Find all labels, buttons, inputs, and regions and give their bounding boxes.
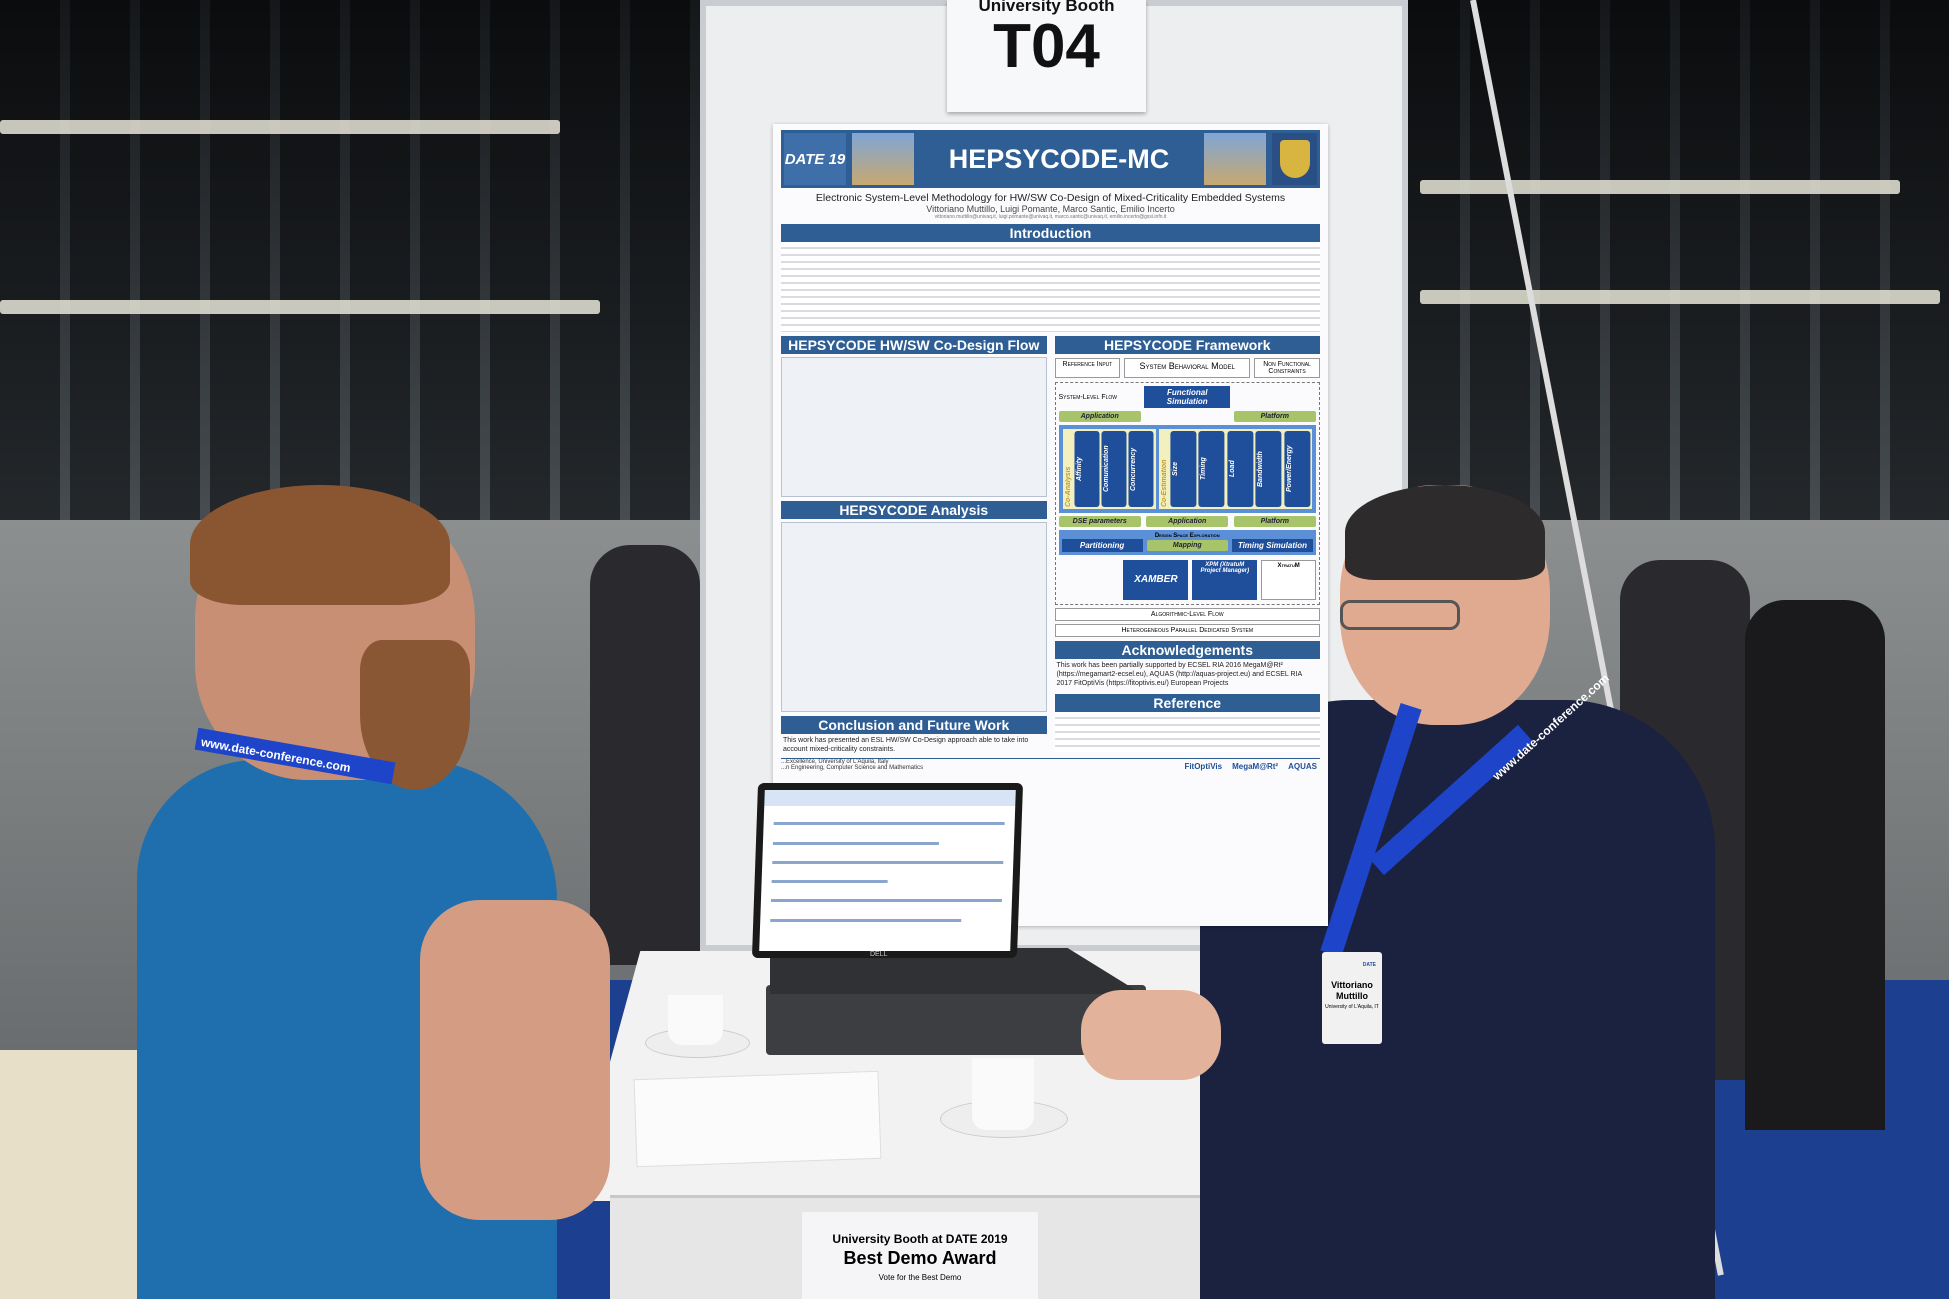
university-crest-icon xyxy=(1272,133,1317,185)
ceiling-light xyxy=(0,120,560,134)
co-analysis-item: Affinity xyxy=(1073,431,1099,507)
booth-sign-label: University Booth xyxy=(978,0,1115,15)
co-estimation-item: Bandwidth xyxy=(1255,431,1282,507)
co-analysis: Co-Analysis Affinity Comunication Concurren… xyxy=(1062,429,1156,509)
co-estimation-label: Co-Estimation xyxy=(1160,459,1168,507)
analysis-figures xyxy=(781,522,1047,712)
award-vote: Vote for the Best Demo xyxy=(878,1273,962,1282)
section-header: HEPSYCODE Framework xyxy=(1054,336,1320,354)
person-left-arm xyxy=(420,900,610,1220)
coffee-cup xyxy=(972,1058,1034,1130)
section-header: HEPSYCODE HW/SW Co-Design Flow xyxy=(781,336,1047,354)
fw-dse: Design Space Exploration xyxy=(1154,533,1220,539)
glasses-icon xyxy=(1340,600,1460,630)
poster-emails: vittoriano.muttillo@univaq.it, luigi.pom… xyxy=(934,214,1167,220)
fw-reference-input: Reference Input xyxy=(1054,358,1121,378)
poster-banner: DATE 19 HEPSYCODE-MC xyxy=(781,130,1320,188)
ceiling-light xyxy=(1420,180,1900,194)
award-event: University Booth at DATE 2019 xyxy=(832,1232,1008,1246)
poster: DATE 19 HEPSYCODE-MC Electronic System-L… xyxy=(773,124,1328,926)
section-header: Conclusion and Future Work xyxy=(781,716,1047,734)
fw-xamber: XAMBER xyxy=(1123,560,1189,600)
ceiling-light xyxy=(1420,290,1940,304)
flyer xyxy=(633,1070,882,1168)
background-person xyxy=(1745,600,1885,1130)
fw-functional-simulation: Functional Simulation xyxy=(1144,386,1231,408)
fw-analysis-block: Co-Analysis Affinity Comunication Concurren… xyxy=(1058,425,1316,513)
badge-affiliation: University of L'Aquila, IT xyxy=(1325,1004,1379,1010)
date-logo: DATE 19 xyxy=(784,133,846,185)
fw-application: Application xyxy=(1058,411,1141,422)
megamart-logo: MegaM@Rt² xyxy=(1232,762,1279,771)
fw-platform: Platform xyxy=(1233,516,1316,527)
section-header: Introduction xyxy=(781,224,1320,242)
section-header: HEPSYCODE Analysis xyxy=(781,501,1047,519)
introduction-text xyxy=(781,242,1320,332)
badge-logo: DATE xyxy=(1362,962,1376,968)
booth-sign: University Booth T04 xyxy=(947,0,1146,112)
person-right-hair xyxy=(1345,485,1545,580)
section-header: Reference xyxy=(1054,694,1320,712)
co-analysis-item: Concurrency xyxy=(1128,431,1154,507)
fw-hpds: Heterogeneous Parallel Dedicated System xyxy=(1054,624,1320,637)
fw-application: Application xyxy=(1146,516,1229,527)
aquas-logo: AQUAS xyxy=(1288,762,1317,771)
fw-algorithmic-flow: Algorithmic-Level Flow xyxy=(1054,608,1320,621)
flow-diagram xyxy=(781,357,1047,497)
tote-bag xyxy=(0,1050,150,1299)
laptop-display xyxy=(759,790,1016,951)
fw-timing-simulation: Timing Simulation xyxy=(1231,539,1314,552)
poster-authors: Vittoriano Muttillo, Luigi Pomante, Marc… xyxy=(926,204,1175,214)
fw-dse-parameters: DSE parameters xyxy=(1058,516,1141,527)
ceiling-light xyxy=(0,300,600,314)
fw-xtratum: XtratuM xyxy=(1261,560,1316,600)
laptop-screen xyxy=(751,783,1024,958)
section-header: Acknowledgements xyxy=(1054,641,1320,659)
co-estimation-item: Load xyxy=(1226,431,1254,507)
co-estimation-item: Timing xyxy=(1198,431,1225,507)
co-analysis-item: Comunication xyxy=(1100,431,1127,507)
fw-system-model: System Behavioral Model xyxy=(1124,358,1251,378)
person-left-hair xyxy=(190,485,450,605)
laptop-brand: DELL xyxy=(870,951,888,958)
banner-photo xyxy=(1204,133,1266,185)
conclusion-text: This work has presented an ESL HW/SW Co-… xyxy=(783,737,1029,753)
fw-system-level-flow: System-Level Flow xyxy=(1058,393,1118,401)
fw-non-functional: Non Functional Constraints xyxy=(1254,358,1320,378)
co-estimation-item: Size xyxy=(1169,431,1197,507)
badge-name: Vittoriano Muttillo xyxy=(1331,980,1373,1001)
fitoptivis-logo: FitOptiVis xyxy=(1184,762,1223,771)
fw-platform: Platform xyxy=(1233,411,1316,422)
fw-partitioning: Partitioning xyxy=(1061,539,1143,552)
booth-number: T04 xyxy=(993,12,1100,81)
poster-title: HEPSYCODE-MC xyxy=(948,143,1170,174)
person-right-hands xyxy=(1081,990,1221,1080)
award-title: Best Demo Award xyxy=(843,1248,997,1268)
affiliation: ...Excellence, University of L'Aquila, I… xyxy=(781,759,889,765)
co-analysis-label: Co-Analysis xyxy=(1064,466,1072,507)
poster-subtitle: Electronic System-Level Methodology for … xyxy=(815,192,1286,204)
coffee-cup xyxy=(668,995,723,1045)
co-estimation: Co-Estimation Size Timing Load Bandwidth Powe… xyxy=(1158,429,1312,509)
fw-xpm: XPM (XtratuM Project Manager) xyxy=(1192,560,1258,600)
affiliation: ...n Engineering, Computer Science and M… xyxy=(781,765,924,771)
fw-mapping: Mapping xyxy=(1146,540,1228,551)
co-estimation-item: Power/Energy xyxy=(1283,431,1310,507)
background-person xyxy=(590,545,700,965)
acknowledgements-text: This work has been partially supported b… xyxy=(1056,662,1302,687)
reference-list xyxy=(1054,712,1320,752)
award-sign: University Booth at DATE 2019 Best Demo … xyxy=(802,1212,1038,1299)
name-badge: DATE Vittoriano Muttillo University of L… xyxy=(1322,952,1382,1044)
banner-photo xyxy=(852,133,914,185)
